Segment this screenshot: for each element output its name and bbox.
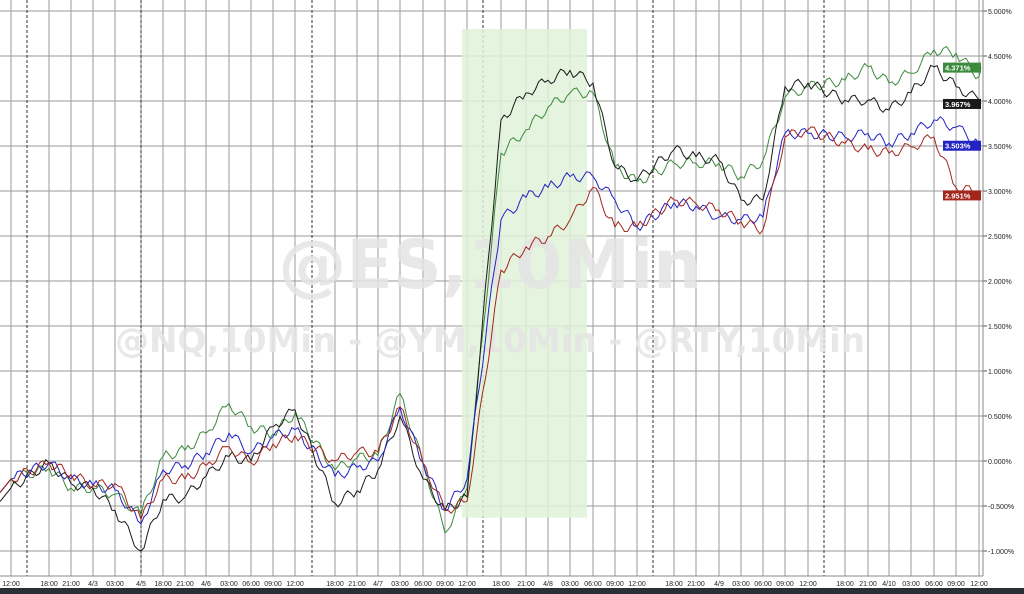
x-tick-label: 06:00	[414, 581, 432, 588]
y-tick-label: 1.500%	[988, 324, 1012, 331]
x-tick-label: 06:00	[584, 581, 602, 588]
last-value-tag-3	[943, 190, 981, 201]
x-tick-label: 03:00	[732, 581, 750, 588]
watermark: @ES,10Min @NQ,10Min - @YM,10Min - @RTY,1…	[115, 226, 865, 361]
x-tick-label: 09:00	[264, 581, 282, 588]
x-tick-label: 06:00	[925, 581, 943, 588]
x-tick-label: 4/10	[882, 581, 896, 588]
series-line-1	[0, 64, 982, 552]
x-tick-label: 06:00	[754, 581, 772, 588]
x-axis: 12:00 18:00 21:00 4/3 03:00 4/5 18:00 21:00 4/6 0…	[0, 575, 988, 588]
series-line-3	[0, 126, 982, 522]
series-line-0	[0, 45, 982, 535]
x-tick-label: 12:00	[2, 581, 20, 588]
x-tick-label: 21:00	[176, 581, 194, 588]
y-tick-label: 5.000%	[988, 9, 1012, 16]
x-tick-label: 21:00	[348, 581, 366, 588]
x-tick-label: 03:00	[561, 581, 579, 588]
x-tick-label: 18:00	[40, 581, 58, 588]
y-tick-label: -1.000%	[988, 549, 1014, 556]
x-tick-label: 4/7	[373, 581, 383, 588]
x-tick-label: 12:00	[970, 581, 988, 588]
y-tick-label: 3.000%	[988, 189, 1012, 196]
y-tick-label: 2.000%	[988, 279, 1012, 286]
y-tick-label: -0.500%	[988, 504, 1014, 511]
x-tick-label: 18:00	[326, 581, 344, 588]
x-tick-label: 12:00	[799, 581, 817, 588]
x-tick-label: 4/5	[136, 581, 146, 588]
x-tick-label: 12:00	[286, 581, 304, 588]
last-value-label: 4.371%	[945, 64, 971, 73]
watermark-sub: @NQ,10Min - @YM,10Min - @RTY,10Min	[115, 321, 865, 361]
x-tick-label: 4/9	[714, 581, 724, 588]
last-value-tag-1	[943, 98, 981, 109]
x-tick-label: 18:00	[492, 581, 510, 588]
y-tick-label: 3.500%	[988, 144, 1012, 151]
x-tick-label: 03:00	[391, 581, 409, 588]
highlight-region	[462, 29, 587, 518]
last-value-label: 3.503%	[945, 142, 971, 151]
y-tick-label: 1.000%	[988, 369, 1012, 376]
x-tick-label: 06:00	[242, 581, 260, 588]
x-tick-label: 21:00	[859, 581, 877, 588]
last-value-tag-0	[943, 62, 981, 73]
last-value-label: 3.967%	[945, 100, 971, 109]
x-tick-label: 03:00	[902, 581, 920, 588]
y-tick-label: 2.500%	[988, 234, 1012, 241]
x-tick-label: 09:00	[776, 581, 794, 588]
x-tick-label: 21:00	[517, 581, 535, 588]
x-tick-label: 09:00	[606, 581, 624, 588]
x-tick-label: 03:00	[220, 581, 238, 588]
x-tick-label: 21:00	[687, 581, 705, 588]
y-tick-label: 0.000%	[988, 459, 1012, 466]
last-value-tags: 4.371% 3.967% 3.503% 2.951%	[943, 62, 981, 201]
x-tick-label: 21:00	[62, 581, 80, 588]
x-tick-label: 18:00	[665, 581, 683, 588]
x-tick-label: 4/8	[543, 581, 553, 588]
series-lines	[0, 45, 982, 552]
last-value-tag-2	[943, 140, 981, 151]
y-tick-label: 4.000%	[988, 99, 1012, 106]
last-value-label: 2.951%	[945, 191, 971, 200]
x-tick-label: 09:00	[436, 581, 454, 588]
x-tick-label: 03:00	[106, 581, 124, 588]
x-tick-label: 09:00	[947, 581, 965, 588]
y-axis: 5.000% 4.500% 4.000% 3.500% 3.000% 2.500% 2.00…	[982, 0, 1014, 576]
x-tick-label: 18:00	[836, 581, 854, 588]
x-tick-label: 12:00	[458, 581, 476, 588]
x-tick-label: 4/6	[201, 581, 211, 588]
y-tick-label: 0.500%	[988, 414, 1012, 421]
x-tick-label: 18:00	[154, 581, 172, 588]
x-tick-label: 4/3	[88, 581, 98, 588]
bottom-bar	[0, 588, 1024, 594]
x-tick-label: 12:00	[628, 581, 646, 588]
y-tick-label: 4.500%	[988, 54, 1012, 61]
